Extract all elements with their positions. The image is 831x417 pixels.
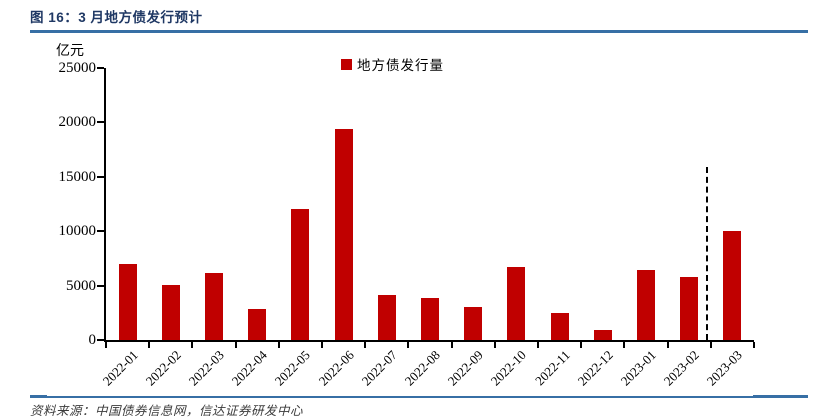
legend-swatch-icon — [341, 58, 352, 70]
x-axis-tick — [364, 342, 367, 348]
bar-2022-03 — [205, 272, 223, 340]
footer-divider-left-cap — [30, 394, 47, 398]
y-axis-tick — [97, 284, 104, 287]
x-axis-tick — [321, 342, 323, 348]
y-axis-tick — [97, 230, 104, 233]
bar-2022-06 — [334, 129, 353, 340]
footer-divider-right-cap — [753, 394, 808, 398]
footer-divider — [30, 394, 808, 398]
y-axis-tick — [97, 175, 104, 178]
x-axis-tick — [450, 342, 453, 348]
bar-chart: 亿元 地方债发行量 0 5000 10000 15000 20000 25000 2022-… — [0, 33, 831, 393]
y-axis-tick-label: 20000 — [58, 114, 97, 131]
y-axis-tick — [97, 121, 104, 124]
footer-divider-line — [30, 396, 808, 398]
bar-2022-02 — [161, 284, 180, 340]
x-axis-tick — [191, 342, 194, 348]
x-axis-tick — [493, 342, 496, 348]
x-axis-tick — [537, 342, 539, 348]
y-axis-tick — [97, 339, 104, 341]
bar-2022-05 — [291, 208, 310, 340]
x-axis-tick — [148, 342, 151, 348]
bar-2022-09 — [464, 306, 483, 340]
y-axis-tick-label: 15000 — [58, 168, 97, 185]
bar-2022-11 — [550, 312, 569, 340]
x-axis-tick — [234, 342, 237, 348]
bar-2022-01 — [118, 263, 137, 340]
bar-2023-03 — [723, 231, 742, 340]
y-axis-tick — [97, 67, 104, 69]
y-axis-unit-label: 亿元 — [56, 44, 84, 59]
bar-2023-01 — [637, 270, 655, 340]
title-divider — [30, 30, 808, 33]
x-axis-tick — [277, 342, 280, 348]
y-axis-tick-label: 0 — [88, 332, 97, 348]
bar-2022-12 — [593, 329, 612, 340]
x-axis-tick — [580, 342, 583, 348]
x-axis-tick — [666, 342, 669, 348]
y-axis-tick-label: 25000 — [58, 60, 97, 76]
bar-2022-07 — [377, 295, 396, 340]
x-axis-tick — [709, 342, 712, 348]
x-axis-tick — [105, 342, 107, 348]
legend-label: 地方债发行量 — [357, 58, 444, 73]
x-axis-tick — [623, 342, 626, 348]
bar-2023-02 — [680, 277, 699, 340]
x-axis-tick — [407, 342, 410, 348]
y-axis-tick-label: 10000 — [58, 223, 97, 240]
y-axis-tick-label: 5000 — [66, 277, 96, 294]
figure-title: 图 16：3 月地方债发行预计 — [30, 10, 203, 25]
bar-2022-08 — [421, 297, 439, 340]
forecast-divider-line — [705, 167, 708, 340]
plot-area: 0 5000 10000 15000 20000 25000 2022-01 2022-02 2… — [59, 60, 755, 389]
bar-2022-10 — [507, 267, 526, 340]
bar-2022-04 — [248, 309, 267, 340]
source-note: 资料来源：中国债券信息网，信达证券研发中心 — [30, 404, 304, 417]
x-axis-tick — [753, 342, 755, 348]
legend: 地方债发行量 — [341, 54, 444, 74]
